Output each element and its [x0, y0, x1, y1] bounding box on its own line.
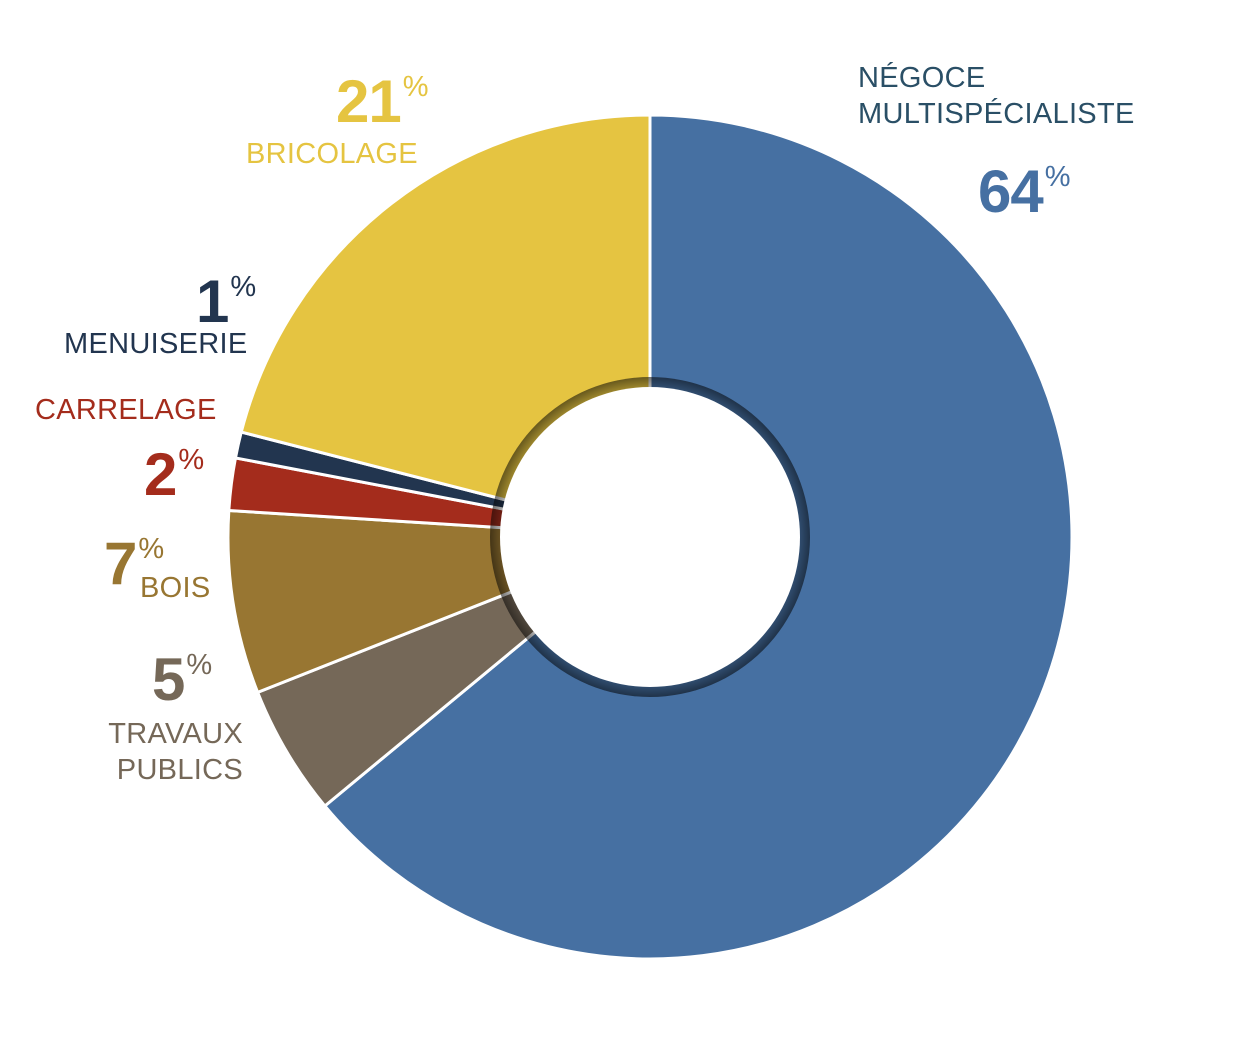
category-label-negoce: NÉGOCE MULTISPÉCIALISTE	[858, 64, 1135, 129]
category-label-bricolage: BRICOLAGE	[246, 138, 418, 170]
category-label-negoce-line1: NÉGOCE	[858, 62, 986, 94]
value-label-travaux-number: 5	[152, 646, 185, 713]
value-label-menuiserie: 1%	[196, 272, 256, 332]
value-label-bricolage-percent: %	[402, 71, 429, 103]
category-label-menuiserie: MENUISERIE	[64, 328, 248, 360]
value-label-travaux: 5%	[152, 650, 212, 710]
value-label-bois-percent: %	[138, 533, 165, 565]
category-label-travaux-line2: PUBLICS	[116, 754, 243, 786]
value-label-carrelage: 2%	[144, 445, 204, 505]
value-label-negoce-percent: %	[1044, 161, 1071, 193]
category-label-travaux: TRAVAUX PUBLICS	[108, 720, 243, 785]
category-label-bois: BOIS	[140, 572, 211, 604]
value-label-negoce-number: 64	[978, 158, 1044, 225]
value-label-travaux-percent: %	[186, 649, 213, 681]
value-label-menuiserie-number: 1	[196, 268, 229, 335]
value-label-bricolage: 21%	[336, 72, 429, 132]
value-label-carrelage-percent: %	[178, 444, 205, 476]
value-label-menuiserie-percent: %	[230, 271, 257, 303]
donut-hole	[500, 387, 800, 687]
category-label-negoce-line2: MULTISPÉCIALISTE	[858, 98, 1135, 130]
value-label-carrelage-number: 2	[144, 441, 177, 508]
category-label-carrelage: CARRELAGE	[35, 394, 217, 426]
category-label-travaux-line1: TRAVAUX	[108, 718, 243, 750]
value-label-bois-number: 7	[104, 530, 137, 597]
value-label-negoce: 64%	[978, 162, 1071, 222]
value-label-bois: 7%	[104, 534, 164, 594]
value-label-bricolage-number: 21	[336, 68, 402, 135]
